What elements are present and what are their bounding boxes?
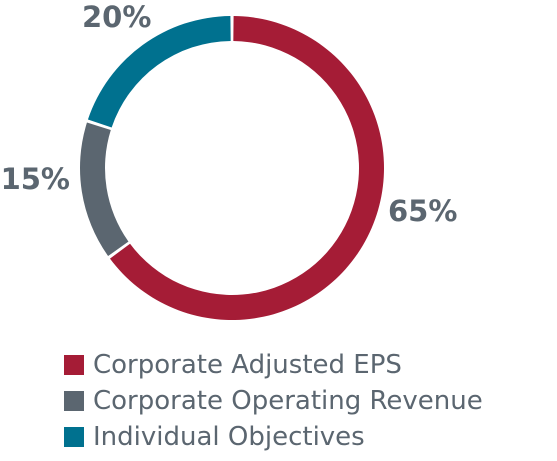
percentage-label-corporate-operating-revenue: 15% — [1, 162, 70, 196]
legend-item-corporate-adjusted-eps: Corporate Adjusted EPS — [64, 347, 483, 383]
legend-label-corporate-operating-revenue: Corporate Operating Revenue — [93, 386, 483, 416]
legend-swatch-corporate-adjusted-eps — [64, 355, 84, 375]
percentage-label-individual-objectives: 20% — [82, 0, 151, 34]
legend-label-individual-objectives: Individual Objectives — [93, 422, 365, 452]
legend-item-corporate-operating-revenue: Corporate Operating Revenue — [64, 383, 483, 419]
donut-slices — [79, 16, 384, 321]
legend-swatch-individual-objectives — [64, 427, 84, 447]
slice-corporate-operating-revenue — [79, 122, 129, 257]
legend-item-individual-objectives: Individual Objectives — [64, 419, 483, 455]
legend-swatch-corporate-operating-revenue — [64, 391, 84, 411]
legend-label-corporate-adjusted-eps: Corporate Adjusted EPS — [93, 350, 402, 380]
legend: Corporate Adjusted EPS Corporate Operati… — [64, 347, 483, 455]
percentage-label-corporate-adjusted-eps: 65% — [388, 194, 457, 228]
percentage-labels: 65% 15% 20% — [1, 0, 458, 228]
slice-individual-objectives — [87, 16, 231, 128]
